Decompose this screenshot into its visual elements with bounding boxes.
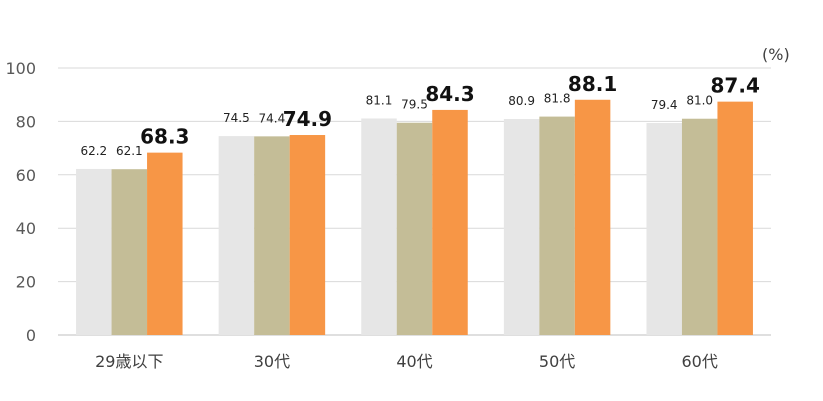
bar (147, 152, 183, 335)
data-label: 81.8 (544, 92, 571, 106)
y-tick-label: 0 (26, 326, 36, 345)
data-label: 87.4 (711, 74, 760, 98)
bar (254, 136, 290, 335)
bar (76, 168, 112, 335)
bar (646, 123, 682, 335)
category-label: 29歳以下 (95, 352, 163, 371)
y-tick-label: 20 (16, 273, 36, 292)
bar (574, 99, 611, 335)
category-label: 40代 (396, 352, 432, 371)
y-tick-label: 40 (16, 219, 36, 238)
data-label: 62.1 (116, 144, 143, 158)
category-label: 30代 (254, 352, 290, 371)
bars (76, 99, 753, 336)
y-tick-label: 60 (16, 166, 36, 185)
data-label: 80.9 (508, 94, 535, 108)
unit-label: (%) (762, 45, 790, 64)
data-label: 79.4 (651, 98, 678, 112)
bar (289, 135, 326, 335)
y-tick-label: 100 (5, 59, 36, 78)
data-label: 79.5 (401, 98, 428, 112)
data-label: 84.3 (425, 82, 474, 106)
data-label: 62.2 (80, 144, 107, 158)
data-label: 81.1 (366, 93, 393, 107)
y-tick-label: 80 (16, 112, 36, 131)
data-label: 74.9 (283, 107, 332, 131)
category-label: 50代 (539, 352, 575, 371)
bar (681, 118, 718, 335)
data-label: 88.1 (568, 72, 617, 96)
data-label: 81.0 (686, 94, 713, 108)
bar (396, 122, 433, 335)
bar (361, 118, 397, 335)
data-label: 68.3 (140, 125, 189, 149)
bar (218, 136, 255, 335)
data-label: 74.4 (259, 111, 286, 125)
bar (539, 116, 575, 336)
bar (432, 109, 468, 335)
data-labels: 62.2 62.168.3 74.5 74.474.9 81.1 79.584.3 80.9… (80, 72, 759, 158)
bar (111, 169, 148, 335)
bar (717, 101, 753, 335)
category-label: 60代 (682, 352, 718, 371)
data-label: 74.5 (223, 111, 250, 125)
x-axis-categories: 29歳以下 30代 40代 50代 60代 (95, 352, 718, 371)
bar (503, 118, 540, 335)
y-axis-ticks: 0 20 40 60 80 100 (5, 59, 36, 345)
